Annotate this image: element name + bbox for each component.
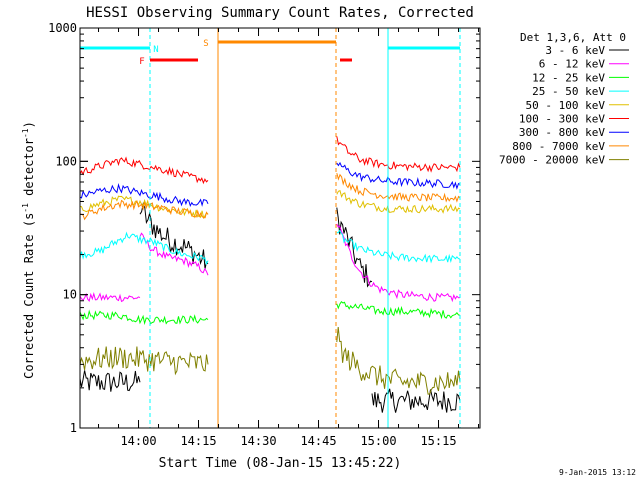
series-line-segment <box>336 172 461 203</box>
flag-label: S <box>203 39 208 49</box>
footer-date: 9-Jan-2015 13:12 <box>559 468 636 477</box>
series-line-segment <box>336 223 461 303</box>
observing-flags: NF S <box>80 28 461 428</box>
chart-title: HESSI Observing Summary Count Rates, Cor… <box>86 5 474 21</box>
y-axis-label-sup: -1 <box>21 203 30 213</box>
y-tick-label: 100 <box>55 154 77 168</box>
flag-label: N <box>153 45 158 55</box>
flag-label: F <box>139 57 144 67</box>
series-line-segment <box>139 202 209 269</box>
series-4 <box>79 229 461 266</box>
x-tick-label: 14:30 <box>240 434 276 448</box>
series-5 <box>79 190 461 220</box>
series-line-segment <box>336 161 461 190</box>
flag-s: S <box>203 28 337 428</box>
legend-label: 25 - 50 keV <box>532 85 605 98</box>
y-axis-label-end: ) <box>22 121 36 128</box>
x-tick-label: 14:15 <box>180 434 216 448</box>
flag-f: F <box>139 57 352 67</box>
legend-label: 7000 - 20000 keV <box>499 154 605 167</box>
series-2 <box>79 223 461 303</box>
series-1 <box>79 202 461 413</box>
series-9 <box>79 327 461 395</box>
series-line-segment <box>336 190 461 214</box>
x-tick-label: 15:15 <box>420 434 456 448</box>
series-line-segment <box>79 346 209 376</box>
series-line-segment <box>79 231 209 266</box>
series-line-segment <box>336 300 461 320</box>
y-axis-label: Corrected Count Rate (s-1 detector-1) <box>21 121 36 379</box>
legend-label: 12 - 25 keV <box>532 71 605 84</box>
series-line-segment <box>139 232 209 276</box>
series-3 <box>79 300 461 326</box>
y-axis-label-text: Corrected Count Rate (s-1 detector-1) <box>21 121 36 379</box>
flag-n: N <box>80 28 461 428</box>
series-6 <box>79 136 461 185</box>
y-axis-label-sup2: -1 <box>21 128 30 138</box>
series-line-segment <box>79 182 209 208</box>
legend-label: 300 - 800 keV <box>519 126 605 139</box>
legend-header: Det 1,3,6, Att 0 <box>520 31 626 44</box>
series-line-segment <box>79 370 141 392</box>
series-line-segment <box>79 195 209 220</box>
x-tick-label: 14:00 <box>120 434 156 448</box>
legend-label: 3 - 6 keV <box>545 44 605 57</box>
series-line-segment <box>371 388 461 413</box>
plot-area <box>79 136 461 413</box>
legend-label: 6 - 12 keV <box>539 58 606 71</box>
series-8 <box>79 172 461 221</box>
legend-label: 100 - 300 keV <box>519 113 605 126</box>
y-tick-label: 1000 <box>48 21 77 35</box>
y-axis-label-main: Corrected Count Rate (s <box>22 213 36 379</box>
y-axis-label-mid: detector <box>22 138 36 203</box>
legend-label: 800 - 7000 keV <box>512 140 605 153</box>
y-tick-label: 10 <box>63 288 77 302</box>
x-tick-label: 14:45 <box>300 434 336 448</box>
series-line-segment <box>79 309 209 326</box>
series-line-segment <box>79 199 209 221</box>
x-axis-label: Start Time (08-Jan-15 13:45:22) <box>159 456 402 471</box>
series-line-segment <box>79 291 141 303</box>
series-line-segment <box>336 136 461 173</box>
axes-frame: 1 10 100 1000 14:00 14:15 14:30 14:45 15:00 15:15 <box>48 21 481 448</box>
series-line-segment <box>336 207 373 288</box>
plot-frame <box>79 27 481 429</box>
legend-label: 50 - 100 keV <box>526 99 606 112</box>
series-line-segment <box>336 229 461 264</box>
y-tick-label: 1 <box>70 421 77 435</box>
series-line-segment <box>336 327 461 395</box>
x-tick-label: 15:00 <box>360 434 396 448</box>
series-7 <box>79 161 461 208</box>
series-line-segment <box>79 156 209 185</box>
